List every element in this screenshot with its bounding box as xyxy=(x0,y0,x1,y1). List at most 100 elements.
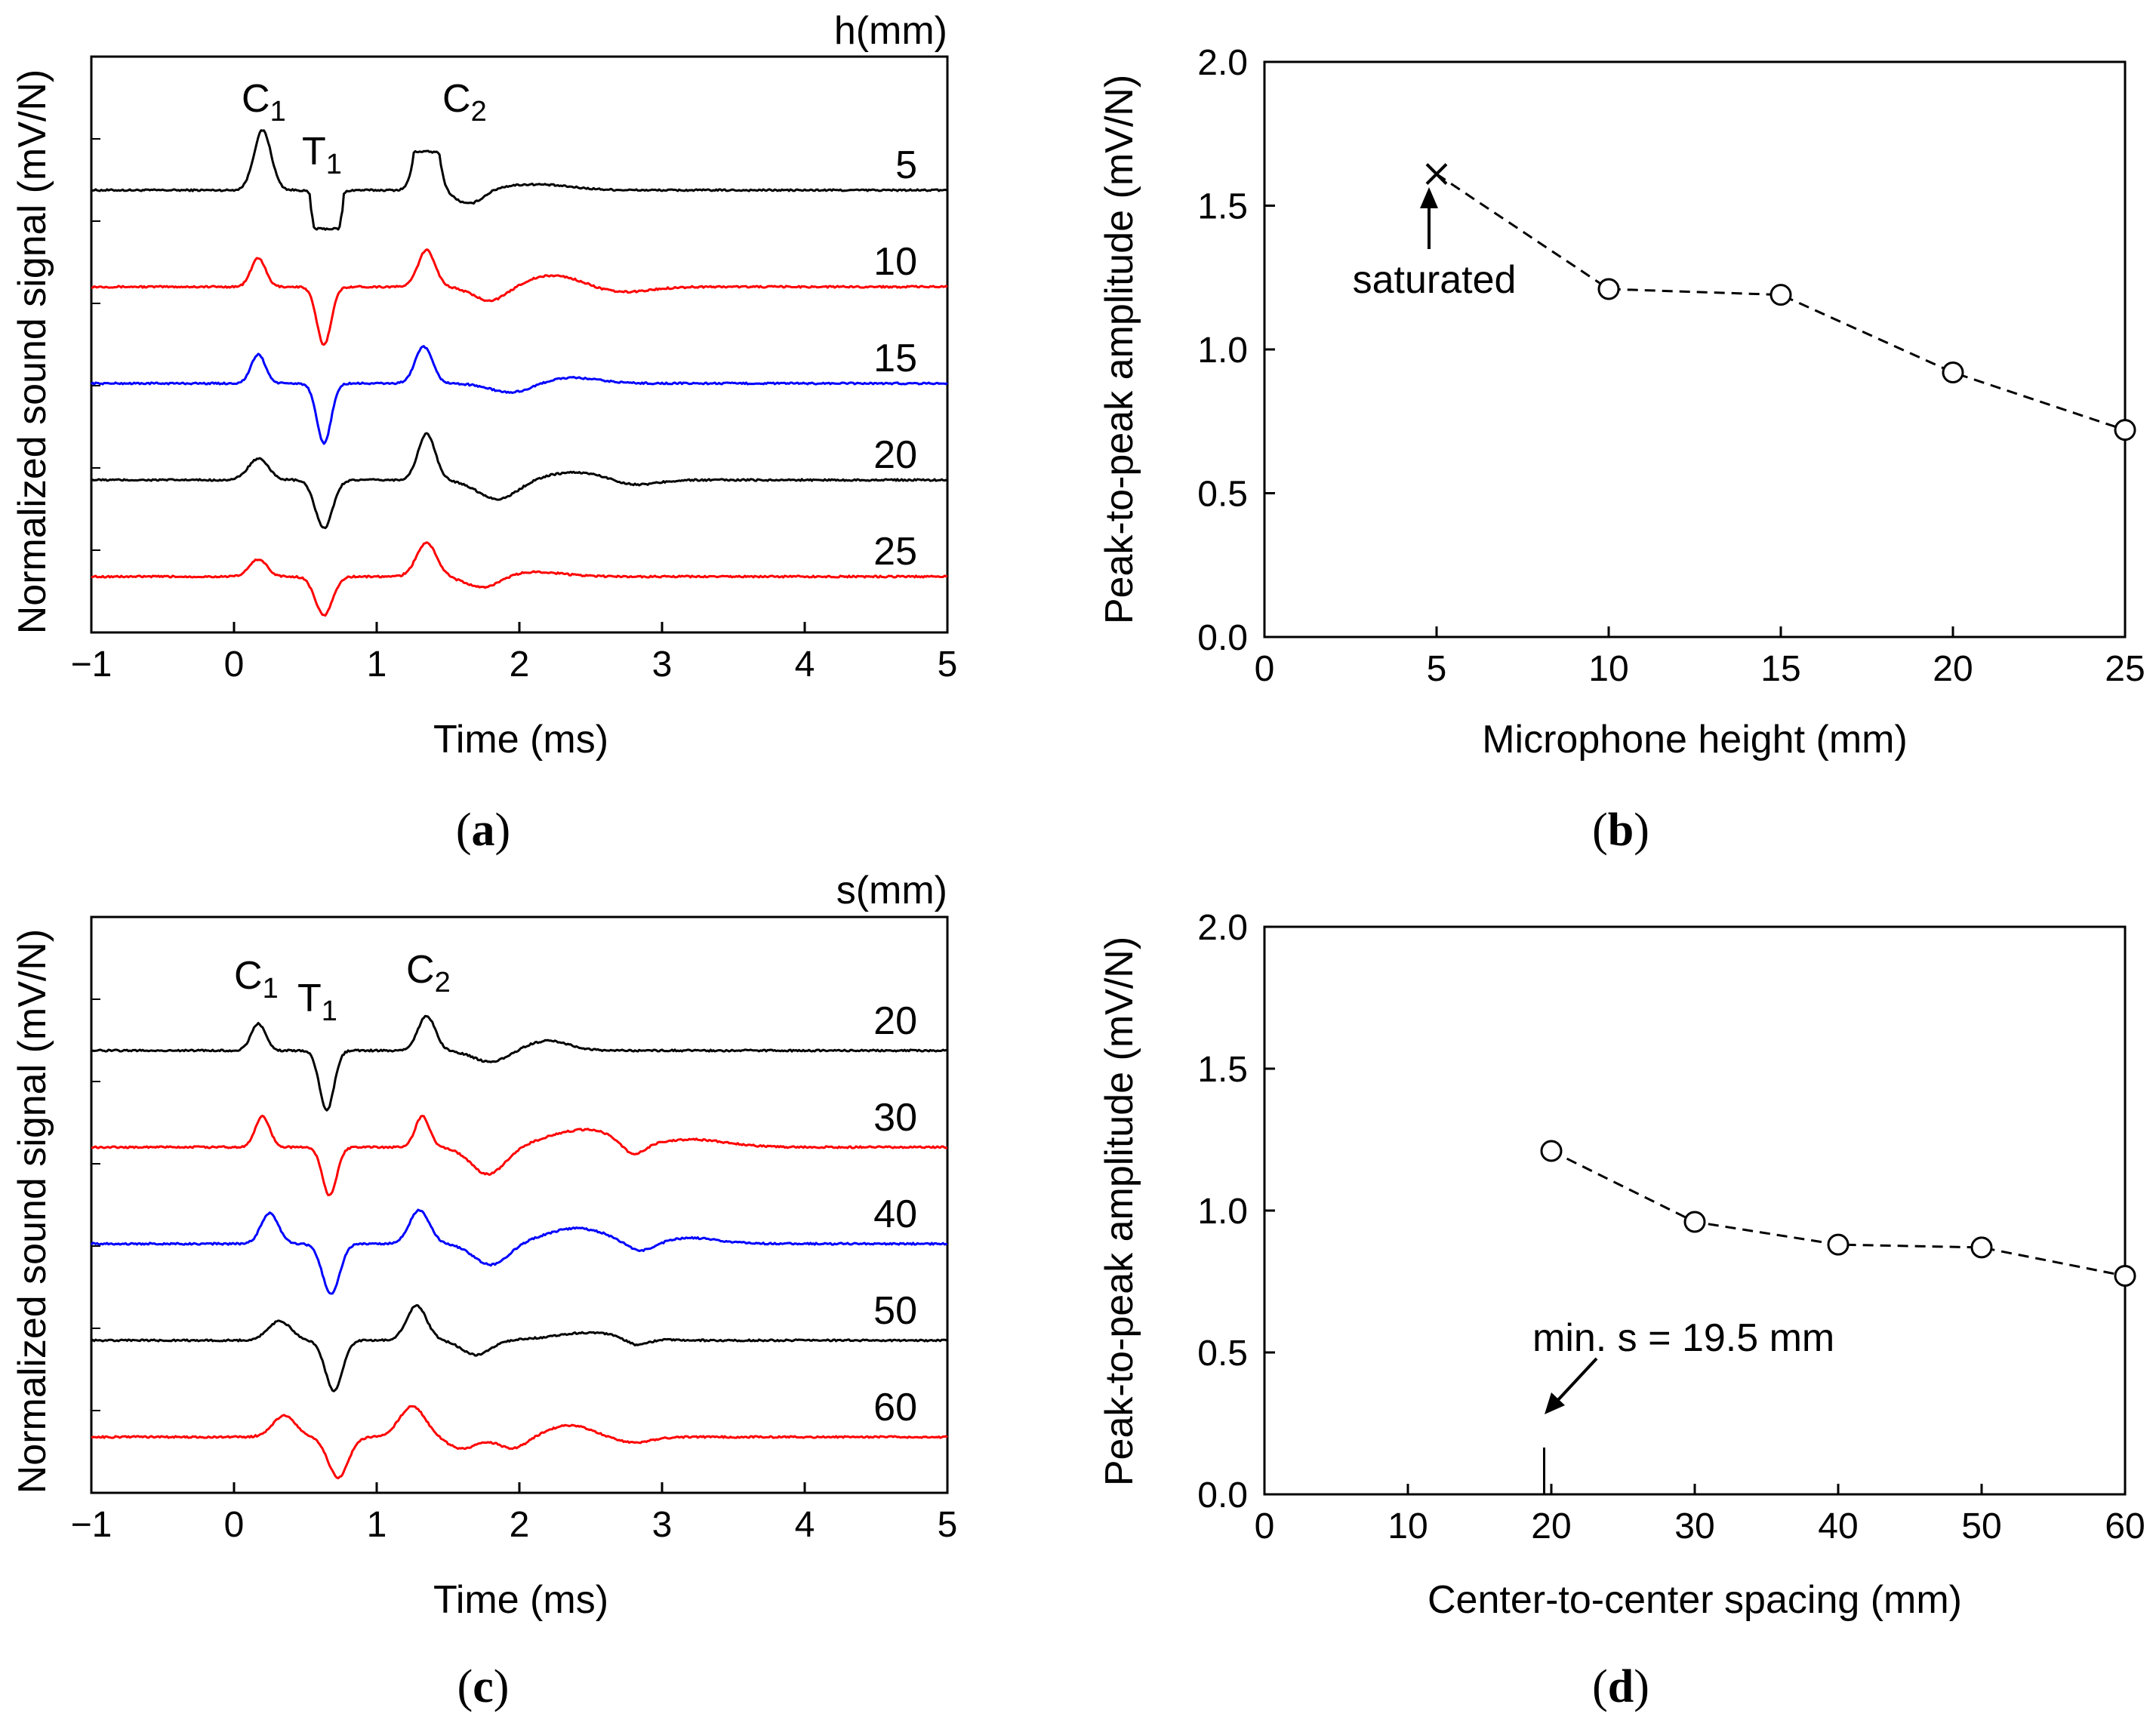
annotation-t1-sub-a: 1 xyxy=(326,149,342,180)
dashed-trend-line xyxy=(1551,1149,2126,1277)
data-point-circle xyxy=(1597,278,1620,300)
x-axis-label-b: Microphone height (mm) xyxy=(1482,718,1908,762)
waveform-60 xyxy=(91,1405,948,1480)
panel-letter-d: d xyxy=(1608,1661,1634,1712)
annotation-t1-letter-a: T xyxy=(302,130,326,174)
x-tick-label: 20 xyxy=(1531,1506,1571,1546)
annotation-c1-c: C1 xyxy=(234,954,279,1005)
x-tick-label: 4 xyxy=(795,1505,815,1545)
min-s-arrow-shaft xyxy=(1555,1357,1598,1403)
data-point-circle xyxy=(1827,1233,1850,1256)
y-tick-label: 0.5 xyxy=(1197,1334,1248,1374)
panel-letter-c: c xyxy=(473,1661,494,1712)
x-tick-label: 0 xyxy=(1255,1506,1275,1546)
x-tick-label: 0 xyxy=(1255,649,1275,689)
x-tick-label: 2 xyxy=(510,1505,530,1545)
series-label-5: 5 xyxy=(895,143,917,187)
saturated-annotation: saturated xyxy=(1353,258,1517,302)
panel-label-a: (a) xyxy=(456,805,510,856)
x-tick-label: −1 xyxy=(71,645,112,685)
series-label-20: 20 xyxy=(873,433,917,477)
data-point-circle xyxy=(1769,284,1792,306)
x-tick-label: 0 xyxy=(224,1505,245,1545)
x-axis-label-d: Center-to-center spacing (mm) xyxy=(1428,1578,1962,1622)
waveform-20 xyxy=(91,432,948,530)
data-point-circle xyxy=(1942,361,1964,383)
panel-letter-b: b xyxy=(1608,805,1634,856)
series-label-60: 60 xyxy=(873,1386,917,1429)
min-s-arrow-head xyxy=(1545,1392,1565,1414)
x-tick-label: 3 xyxy=(652,1505,673,1545)
data-point-circle xyxy=(1970,1236,1993,1259)
x-tick-label: 60 xyxy=(2105,1506,2145,1546)
waveform-15 xyxy=(90,345,948,445)
x-axis-label-a: Time (ms) xyxy=(433,718,608,762)
data-point-circle xyxy=(1540,1140,1563,1162)
plot-frame-a xyxy=(90,55,949,634)
y-axis-label-c: Normalized sound signal (mV/N) xyxy=(11,929,54,1494)
x-tick-label: 50 xyxy=(1961,1506,2001,1546)
panel-label-b: (b) xyxy=(1592,805,1649,856)
annotation-c2-sub-a: 2 xyxy=(471,96,487,128)
x-tick-label: 0 xyxy=(224,645,245,685)
series-label-10: 10 xyxy=(873,240,917,284)
annotation-c1-letter-a: C xyxy=(242,77,270,121)
legend-title-a: h(mm) xyxy=(834,9,947,53)
x-tick-label: 1 xyxy=(367,1505,387,1545)
annotation-c2-a: C2 xyxy=(442,77,487,128)
annotation-c1-a: C1 xyxy=(242,77,286,128)
waveform-40 xyxy=(90,1208,948,1295)
waveform-50 xyxy=(90,1304,948,1392)
panel-d: 0 10 20 30 40 50 60 0.0 0.5 1.0 1.5 2.0 min. s = 19… xyxy=(1098,908,2145,1712)
plot-frame-d xyxy=(1263,925,2127,1496)
x-tick-label: −1 xyxy=(71,1505,112,1545)
waveform-20 xyxy=(91,1014,947,1112)
x-ticks-a: −1 0 1 2 3 4 5 xyxy=(71,56,957,685)
annotation-c2-sub-c: 2 xyxy=(435,967,451,998)
x-tick-label: 2 xyxy=(510,645,530,685)
x-tick-label: 4 xyxy=(795,645,815,685)
annotation-c2-letter-a: C xyxy=(442,77,471,121)
annotation-t1-a: T1 xyxy=(302,130,342,180)
saturated-arrow-head xyxy=(1420,187,1438,208)
legend-title-c: s(mm) xyxy=(836,869,947,912)
y-tick-label: 1.5 xyxy=(1197,187,1248,227)
annotation-t1-sub-c: 1 xyxy=(322,995,337,1027)
series-label-25: 25 xyxy=(873,530,917,574)
y-tick-label: 1.0 xyxy=(1197,331,1248,371)
panel-label-d: (d) xyxy=(1592,1661,1649,1712)
waveform-25 xyxy=(91,541,948,617)
plot-frame-b xyxy=(1263,60,2127,638)
data-point-cross xyxy=(1425,163,1448,186)
series-group-c: 20 30 40 50 60 xyxy=(90,999,948,1480)
annotation-c2-c: C2 xyxy=(406,948,451,998)
data-point-circle xyxy=(2114,1264,2136,1287)
annotation-t1-letter-c: T xyxy=(297,977,322,1020)
x-tick-label: 25 xyxy=(2105,649,2145,689)
x-tick-label: 15 xyxy=(1760,649,1800,689)
y-axis-label-d: Peak-to-peak amplitude (mV/N) xyxy=(1098,937,1141,1486)
x-tick-label: 5 xyxy=(1427,649,1447,689)
x-axis-label-c: Time (ms) xyxy=(433,1578,608,1622)
x-tick-label: 1 xyxy=(367,645,387,685)
series-group-a: 5 10 15 20 25 xyxy=(90,129,948,617)
y-tick-label: 0.5 xyxy=(1197,475,1248,515)
x-ticks-c: −1 0 1 2 3 4 5 xyxy=(71,916,957,1545)
series-label-20: 20 xyxy=(873,999,917,1043)
min-s-annotation: min. s = 19.5 mm xyxy=(1532,1316,1834,1360)
series-label-30: 30 xyxy=(873,1096,917,1140)
x-tick-label: 30 xyxy=(1674,1506,1714,1546)
x-tick-label: 10 xyxy=(1388,1506,1428,1546)
waveform-5 xyxy=(91,129,948,231)
x-tick-label: 20 xyxy=(1933,649,1973,689)
y-tick-label: 2.0 xyxy=(1197,908,1248,948)
y-tick-label: 1.0 xyxy=(1197,1192,1248,1232)
ticks-d: 0 10 20 30 40 50 60 0.0 0.5 1.0 1.5 2.0 xyxy=(1197,908,2145,1546)
series-group-d xyxy=(1540,1140,2136,1287)
annotation-c1-letter-c: C xyxy=(234,954,263,998)
annotation-t1-c: T1 xyxy=(297,977,337,1027)
y-tick-label: 0.0 xyxy=(1197,1475,1248,1515)
annotation-c1-sub-a: 1 xyxy=(270,96,286,128)
